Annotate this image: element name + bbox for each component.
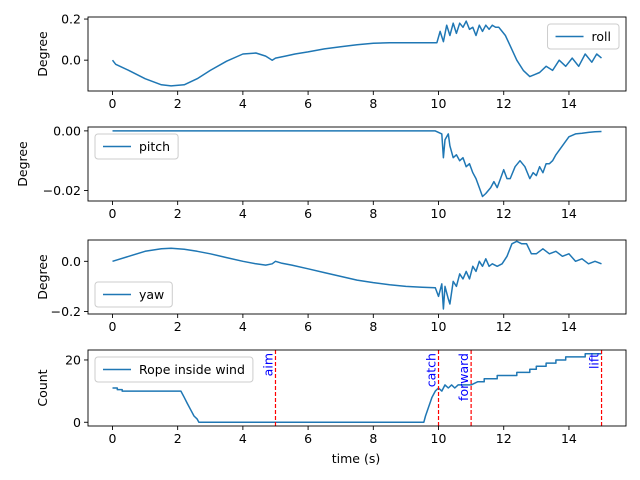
x-tick-label: 4 — [239, 206, 247, 221]
y-tick-label: 0.0 — [61, 53, 81, 68]
axes-frame — [87, 16, 627, 92]
x-tick-label: 2 — [174, 96, 182, 111]
series-line-rope-inside-wind — [112, 352, 602, 424]
subplot-2: 0 2 4 6 8 10 12 14 0.00 −0.02 Degree pitch — [15, 123, 627, 221]
legend: pitch — [94, 133, 179, 160]
x-tick-label: 14 — [561, 431, 577, 446]
y-tick-label: 0.00 — [53, 123, 81, 138]
x-tick-label: 12 — [496, 206, 512, 221]
series-line-pitch — [112, 130, 602, 198]
x-tick-label: 0 — [108, 431, 116, 446]
y-axis-label: Degree — [35, 254, 50, 300]
axes-frame — [87, 349, 627, 427]
x-tick-label: 10 — [431, 319, 447, 334]
legend-box — [94, 133, 179, 160]
x-tick-label: 12 — [496, 431, 512, 446]
axes-frame — [87, 239, 627, 315]
x-tick-label: 10 — [431, 96, 447, 111]
x-tick-label: 0 — [108, 319, 116, 334]
y-tick-label: −0.2 — [51, 304, 81, 319]
event-label-aim: aim — [260, 353, 275, 376]
subplot-4: aim catch forward lift 0 2 4 6 8 10 12 14 0 20 Count Ro… — [35, 349, 627, 446]
y-tick-label: 0 — [73, 415, 81, 430]
x-axis-label: time (s) — [332, 451, 380, 466]
x-tick-label: 10 — [431, 206, 447, 221]
axes-frame — [87, 126, 627, 202]
x-tick-label: 2 — [174, 206, 182, 221]
x-tick-label: 12 — [496, 96, 512, 111]
x-tick-label: 2 — [174, 431, 182, 446]
legend: Rope inside wind — [94, 356, 254, 383]
x-tick-label: 14 — [561, 319, 577, 334]
y-tick-label: 0.0 — [61, 254, 81, 269]
event-label-forward: forward — [456, 353, 471, 401]
legend: roll — [547, 23, 620, 50]
x-tick-label: 10 — [431, 431, 447, 446]
legend-label: roll — [592, 29, 611, 44]
x-tick-label: 0 — [108, 206, 116, 221]
x-tick-label: 4 — [239, 96, 247, 111]
legend-box — [94, 281, 173, 308]
x-tick-label: 6 — [304, 319, 312, 334]
x-tick-label: 8 — [369, 431, 377, 446]
y-tick-label: 0.2 — [61, 12, 81, 27]
event-label-catch: catch — [424, 353, 439, 387]
x-tick-label: 8 — [369, 319, 377, 334]
x-tick-label: 8 — [369, 96, 377, 111]
x-tick-label: 0 — [108, 96, 116, 111]
subplot-1: 0 2 4 6 8 10 12 14 0.0 0.2 Degree roll — [35, 12, 627, 111]
x-tick-label: 6 — [304, 96, 312, 111]
x-tick-label: 4 — [239, 319, 247, 334]
x-tick-label: 14 — [561, 96, 577, 111]
x-tick-label: 2 — [174, 319, 182, 334]
x-tick-label: 6 — [304, 431, 312, 446]
series-line-yaw — [112, 240, 602, 310]
y-axis-label: Degree — [35, 31, 50, 77]
x-tick-label: 6 — [304, 206, 312, 221]
x-tick-label: 8 — [369, 206, 377, 221]
subplots: 0 2 4 6 8 10 12 14 0.0 0.2 Degree roll 0 2 4 6 8 10 12 14 0.… — [15, 12, 627, 446]
y-tick-label: −0.02 — [43, 183, 81, 198]
y-axis-label: Degree — [15, 141, 30, 187]
y-tick-label: 20 — [65, 352, 81, 367]
legend: yaw — [94, 281, 173, 308]
x-tick-label: 12 — [496, 319, 512, 334]
x-tick-label: 14 — [561, 206, 577, 221]
event-label-lift: lift — [587, 353, 602, 369]
legend-label: pitch — [139, 139, 170, 154]
legend-label: yaw — [139, 287, 164, 302]
x-tick-label: 4 — [239, 431, 247, 446]
legend-box — [94, 356, 254, 383]
legend-label: Rope inside wind — [139, 362, 245, 377]
series-line-roll — [111, 20, 602, 87]
y-axis-label: Count — [35, 369, 50, 406]
